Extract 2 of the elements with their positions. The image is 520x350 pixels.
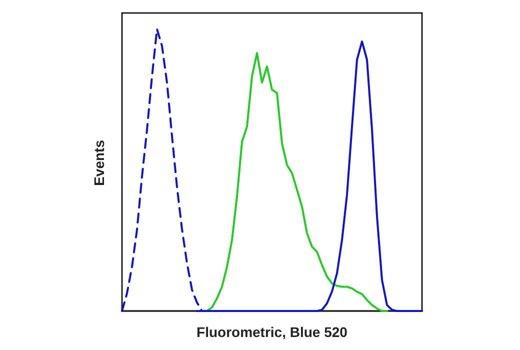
x-axis-title: Fluorometric, Blue 520 — [196, 324, 348, 340]
y-axis-title: Events — [91, 140, 107, 186]
